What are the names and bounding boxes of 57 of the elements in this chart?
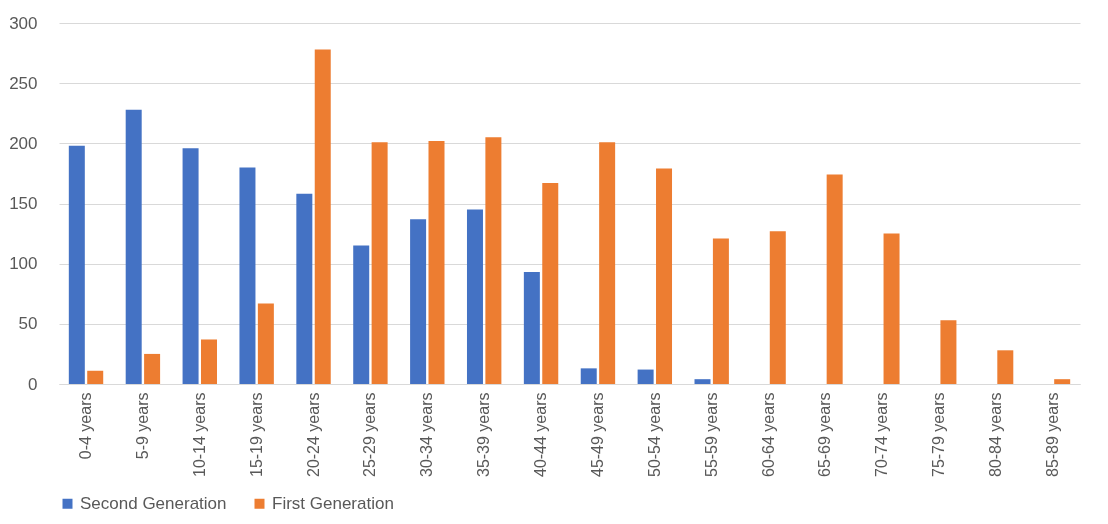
- bar: [656, 168, 673, 384]
- bar: [826, 174, 843, 384]
- x-tick-label: 45-49 years: [588, 392, 606, 477]
- bar: [257, 303, 274, 384]
- bar: [523, 272, 540, 384]
- bar: [1054, 379, 1071, 384]
- y-tick-label: 0: [28, 374, 38, 394]
- bar: [87, 370, 104, 384]
- y-tick-label: 150: [9, 194, 38, 213]
- legend-label: Second Generation: [80, 493, 227, 513]
- x-tick-label: 35-39 years: [475, 392, 493, 477]
- x-tick-label: 25-29 years: [361, 392, 379, 477]
- x-tick-label: 55-59 years: [702, 392, 720, 477]
- bar: [410, 219, 427, 384]
- bar: [182, 148, 199, 384]
- bar: [542, 183, 559, 384]
- x-tick-label: 30-34 years: [418, 392, 436, 477]
- bar: [883, 233, 900, 384]
- bar: [68, 145, 85, 384]
- bar: [485, 137, 502, 384]
- x-tick-label: 50-54 years: [645, 392, 663, 477]
- bar: [296, 193, 313, 384]
- x-tick-label: 80-84 years: [987, 392, 1005, 477]
- bar: [371, 142, 388, 384]
- x-tick-label: 40-44 years: [532, 392, 550, 477]
- bar: [694, 379, 711, 384]
- x-tick-label: 65-69 years: [816, 392, 834, 477]
- x-tick-label: 0-4 years: [77, 392, 95, 460]
- bar: [580, 368, 597, 384]
- y-tick-label: 100: [9, 254, 38, 274]
- y-tick-label: 300: [9, 13, 38, 33]
- bar: [997, 350, 1014, 384]
- bar: [353, 245, 370, 384]
- x-tick-label: 5-9 years: [133, 392, 151, 460]
- x-tick-label: 85-89 years: [1043, 392, 1061, 477]
- y-tick-label: 250: [9, 73, 38, 93]
- x-tick-label: 70-74 years: [873, 392, 891, 477]
- bar: [940, 320, 957, 384]
- x-tick-label: 75-79 years: [930, 392, 948, 477]
- bar: [712, 238, 729, 384]
- bar: [239, 167, 256, 384]
- x-tick-label: 15-19 years: [247, 392, 265, 477]
- bar: [466, 209, 483, 384]
- legend-label: First Generation: [272, 493, 394, 513]
- bar: [769, 231, 786, 384]
- bar: [428, 140, 445, 384]
- y-tick-label: 200: [9, 133, 38, 153]
- bar: [125, 109, 142, 384]
- bar: [144, 353, 161, 384]
- x-tick-label: 10-14 years: [190, 392, 208, 477]
- bar: [314, 49, 331, 384]
- y-tick-label: 50: [18, 314, 38, 334]
- x-tick-label: 60-64 years: [759, 392, 777, 477]
- bar: [637, 369, 654, 384]
- x-tick-label: 20-24 years: [304, 392, 322, 477]
- bar: [200, 339, 217, 384]
- bar: [599, 142, 616, 384]
